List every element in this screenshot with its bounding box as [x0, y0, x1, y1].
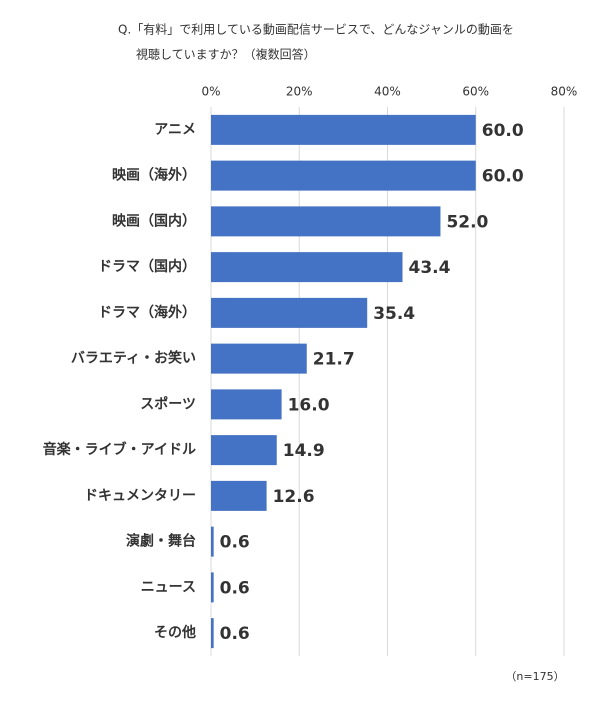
y-tick-label: 映画（海外）: [112, 167, 196, 184]
bar: [211, 572, 214, 603]
y-tick-label: ドラマ（国内）: [98, 258, 196, 275]
value-label: 0.6: [220, 624, 250, 644]
value-label: 0.6: [220, 533, 250, 553]
x-tick-label: 60%: [462, 85, 489, 99]
value-label: 60.0: [482, 167, 524, 187]
x-tick-label: 40%: [374, 85, 401, 99]
bar: [211, 343, 307, 374]
bar: [211, 114, 476, 145]
bar: [211, 160, 476, 191]
bar: [211, 389, 282, 420]
x-tick-label: 0%: [201, 85, 220, 99]
bar: [211, 435, 277, 466]
value-label: 43.4: [409, 258, 451, 278]
value-label: 52.0: [446, 212, 488, 232]
bar: [211, 297, 368, 328]
value-label: 21.7: [313, 350, 355, 370]
value-label: 35.4: [373, 304, 415, 324]
sample-note: （n=175）: [505, 670, 564, 683]
chart-title-line: 視聴していますか？（複数回答）: [136, 47, 316, 62]
y-tick-label: ドラマ（海外）: [98, 304, 196, 321]
x-tick-label: 80%: [551, 85, 578, 99]
value-label: 0.6: [220, 578, 250, 598]
chart-title-line: Q.「有料」で利用している動画配信サービスで、どんなジャンルの動画を: [118, 23, 514, 37]
bar: [211, 480, 267, 511]
x-tick-label: 20%: [286, 85, 313, 99]
value-label: 14.9: [283, 441, 325, 461]
y-tick-label: バラエティ・お笑い: [71, 350, 196, 367]
y-tick-label: その他: [154, 624, 196, 641]
value-label: 60.0: [482, 121, 524, 141]
bar: [211, 618, 214, 649]
y-tick-label: 映画（国内）: [112, 212, 196, 229]
y-tick-label: アニメ: [154, 122, 196, 138]
bar: [211, 206, 441, 237]
y-tick-label: 演劇・舞台: [126, 533, 196, 550]
bar: [211, 526, 214, 557]
value-label: 12.6: [273, 487, 315, 507]
y-tick-label: スポーツ: [140, 395, 196, 412]
bar: [211, 252, 403, 283]
y-tick-label: ドキュメンタリー: [84, 488, 196, 504]
y-tick-label: ニュース: [141, 579, 196, 595]
value-label: 16.0: [288, 395, 330, 415]
y-tick-label: 音楽・ライブ・アイドル: [43, 441, 196, 458]
